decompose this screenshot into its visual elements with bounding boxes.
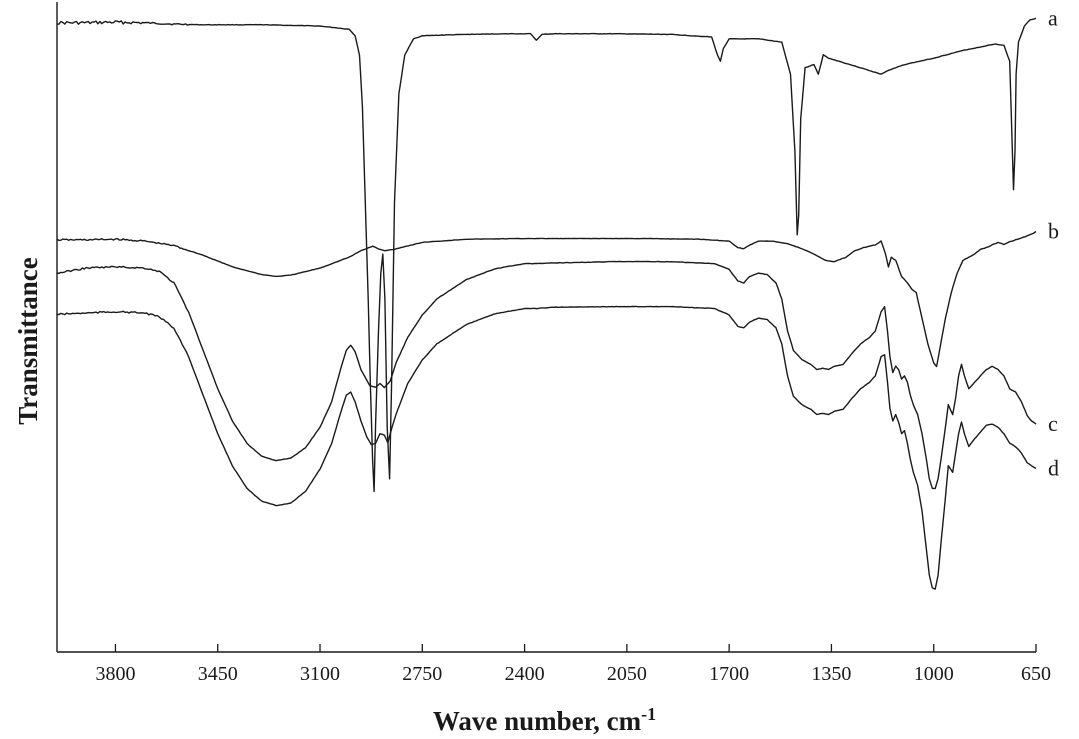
spectrum-line-d [57, 305, 1037, 590]
series-label-b: b [1048, 218, 1059, 243]
x-tick-label: 2750 [402, 663, 442, 685]
spectrum-line-c [56, 260, 1037, 490]
x-tick-label: 3100 [300, 663, 340, 685]
series-label-d: d [1048, 455, 1059, 480]
spectrum-line-b [56, 230, 1037, 368]
x-tick-label: 2400 [505, 663, 545, 685]
x-axis-ticks-group: 3800 3450 3100 2750 2400 2050 1700 1350 1000 650 [95, 644, 1051, 685]
x-tick-label: 650 [1021, 663, 1051, 685]
x-axis-title: Wave number, cm-1 [433, 704, 656, 736]
x-tick-label: 1350 [811, 663, 851, 685]
spectra-series-group [56, 17, 1037, 590]
series-label-c: c [1048, 411, 1058, 436]
x-axis-title-superscript: -1 [641, 704, 656, 724]
y-axis-title: Transmittance [13, 257, 43, 424]
x-tick-label: 1700 [709, 663, 749, 685]
x-tick-label: 1000 [914, 663, 954, 685]
series-label-a: a [1048, 5, 1058, 30]
x-axis-title-text: Wave number, cm [433, 706, 642, 736]
x-tick-label: 3800 [95, 663, 135, 685]
x-tick-label: 2050 [607, 663, 647, 685]
x-tick-label: 3450 [198, 663, 238, 685]
spectrum-line-a [56, 17, 1037, 493]
series-labels-group: a b cd [1048, 5, 1059, 480]
